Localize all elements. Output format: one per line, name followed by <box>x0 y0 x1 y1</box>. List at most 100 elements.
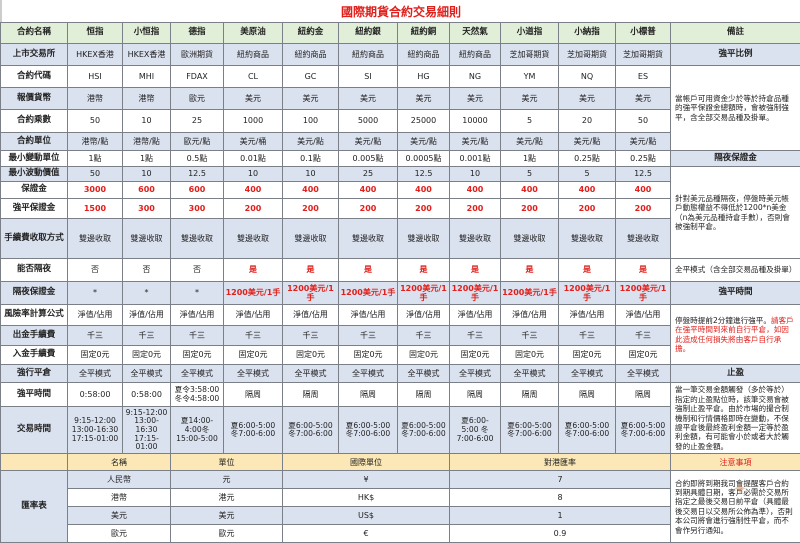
fx-label: 匯率表 <box>1 471 68 543</box>
table-cell: 1200美元/1手 <box>339 282 398 305</box>
table-row: 風險率計算公式淨值/佔用淨值/佔用淨值/佔用淨值/佔用淨值/佔用淨值/佔用淨值/… <box>1 305 800 326</box>
table-cell: 美元 <box>398 88 450 110</box>
fx-intl: HK$ <box>283 489 450 507</box>
table-cell: HG <box>398 66 450 88</box>
table-cell: 0:58:00 <box>68 383 123 407</box>
table-cell: 是 <box>224 259 283 282</box>
row-label: 隔夜保證金 <box>1 282 68 305</box>
column-header: 小恒指 <box>123 23 171 44</box>
remark-text: 針對美元品種隔夜，停盤時美元帳戶動態權益不得低於1200*n美金（n為美元品種持… <box>671 167 800 259</box>
fx-name: 港幣 <box>68 489 171 507</box>
table-cell: 美元 <box>501 88 559 110</box>
fx-header-row: 名稱單位國際單位對港匯率注意事項 <box>1 454 800 471</box>
table-cell: 隔周 <box>450 383 501 407</box>
table-cell: 淨值/佔用 <box>224 305 283 326</box>
table-cell: * <box>123 282 171 305</box>
remark-heading: 隔夜保證金 <box>671 151 800 167</box>
table-cell: 紐約商品 <box>398 44 450 66</box>
table-cell: 固定0元 <box>283 346 339 365</box>
table-cell: 固定0元 <box>339 346 398 365</box>
row-label: 強平時間 <box>1 383 68 407</box>
table-cell: 0.1點 <box>283 151 339 167</box>
table-cell: 夏6:00-5:00 冬7:00-6:00 <box>398 407 450 454</box>
table-cell: 1200美元/1手 <box>224 282 283 305</box>
table-cell: 1點 <box>123 151 171 167</box>
table-cell: 隔周 <box>339 383 398 407</box>
table-cell: 400 <box>224 182 283 199</box>
table-cell: 雙邊收取 <box>559 219 616 259</box>
table-cell: 夏6:00- 5:00 冬 7:00-6:00 <box>450 407 501 454</box>
table-cell: 0.25點 <box>559 151 616 167</box>
table-cell: HKEX香港 <box>123 44 171 66</box>
table-cell: NQ <box>559 66 616 88</box>
table-cell: 10 <box>123 167 171 182</box>
fx-header-intl: 國際單位 <box>283 454 450 471</box>
table-cell: 是 <box>616 259 671 282</box>
table-cell: 固定0元 <box>559 346 616 365</box>
table-cell: 固定0元 <box>171 346 224 365</box>
header-row: 合約名稱恒指小恒指德指美原油紐約金紐約銀紐約銅天然氣小道指小納指小標普備註 <box>1 23 800 44</box>
table-cell: 夏6:00-5:00 冬7:00-6:00 <box>501 407 559 454</box>
fx-rate: 8 <box>450 489 671 507</box>
table-cell: 千三 <box>68 326 123 346</box>
table-cell: 5 <box>559 167 616 182</box>
fx-unit: 港元 <box>171 489 283 507</box>
table-cell: 全平模式 <box>616 365 671 383</box>
row-label: 手續費收取方式 <box>1 219 68 259</box>
table-cell: 美元 <box>450 88 501 110</box>
table-cell: 淨值/佔用 <box>616 305 671 326</box>
table-cell: 200 <box>339 199 398 219</box>
table-cell: 200 <box>559 199 616 219</box>
table-cell: 夏6:00-5:00 冬7:00-6:00 <box>339 407 398 454</box>
fx-unit: 歐元 <box>171 525 283 543</box>
table-cell: 千三 <box>398 326 450 346</box>
table-cell: 淨值/佔用 <box>283 305 339 326</box>
table-cell: 50 <box>68 110 123 133</box>
table-cell: 12.5 <box>616 167 671 182</box>
table-cell: 300 <box>171 199 224 219</box>
table-cell: 10 <box>450 167 501 182</box>
table-cell: CL <box>224 66 283 88</box>
table-cell: 200 <box>501 199 559 219</box>
table-cell: 否 <box>171 259 224 282</box>
table-cell: 美元 <box>283 88 339 110</box>
table-cell: * <box>68 282 123 305</box>
table-cell: 歐洲期貨 <box>171 44 224 66</box>
table-cell: 芝加哥期貨 <box>559 44 616 66</box>
table-cell: 芝加哥期貨 <box>501 44 559 66</box>
table-cell: 雙邊收取 <box>171 219 224 259</box>
remark-text: 全平模式（含全部交易品種及掛單） <box>671 259 800 282</box>
table-cell: 千三 <box>559 326 616 346</box>
fx-rate: 0.9 <box>450 525 671 543</box>
row-label: 最小變動單位 <box>1 151 68 167</box>
table-cell: 25 <box>339 167 398 182</box>
table-cell: 港幣/點 <box>68 133 123 151</box>
row-label: 最小波動價值 <box>1 167 68 182</box>
fx-name: 人民幣 <box>68 471 171 489</box>
page-title: 國際期貨合約交易細則 <box>0 0 800 22</box>
row-label: 合約代碼 <box>1 66 68 88</box>
table-cell: 400 <box>283 182 339 199</box>
fx-rate: 1 <box>450 507 671 525</box>
table-cell: 淨值/佔用 <box>450 305 501 326</box>
table-cell: 400 <box>398 182 450 199</box>
table-cell: 全平模式 <box>398 365 450 383</box>
table-cell: 50 <box>68 167 123 182</box>
table-cell: 港幣 <box>68 88 123 110</box>
row-label: 保證金 <box>1 182 68 199</box>
table-cell: 全平模式 <box>283 365 339 383</box>
remark-text: 當一筆交易金額觸發（多於等於）指定的止盈點位時，該筆交易會被強制止盈平倉。由於市… <box>671 383 800 454</box>
remark-text-body: 停盤時提前2分鐘進行強平。 <box>675 316 771 325</box>
table-cell: 3000 <box>68 182 123 199</box>
table-cell: 港幣/點 <box>123 133 171 151</box>
remark-heading: 強平比例 <box>671 44 800 66</box>
table-cell: 1200美元/1手 <box>559 282 616 305</box>
table-cell: 美元/點 <box>616 133 671 151</box>
table-cell: 全平模式 <box>123 365 171 383</box>
table-cell: 400 <box>450 182 501 199</box>
table-cell: 固定0元 <box>501 346 559 365</box>
table-cell: 1200美元/1手 <box>283 282 339 305</box>
